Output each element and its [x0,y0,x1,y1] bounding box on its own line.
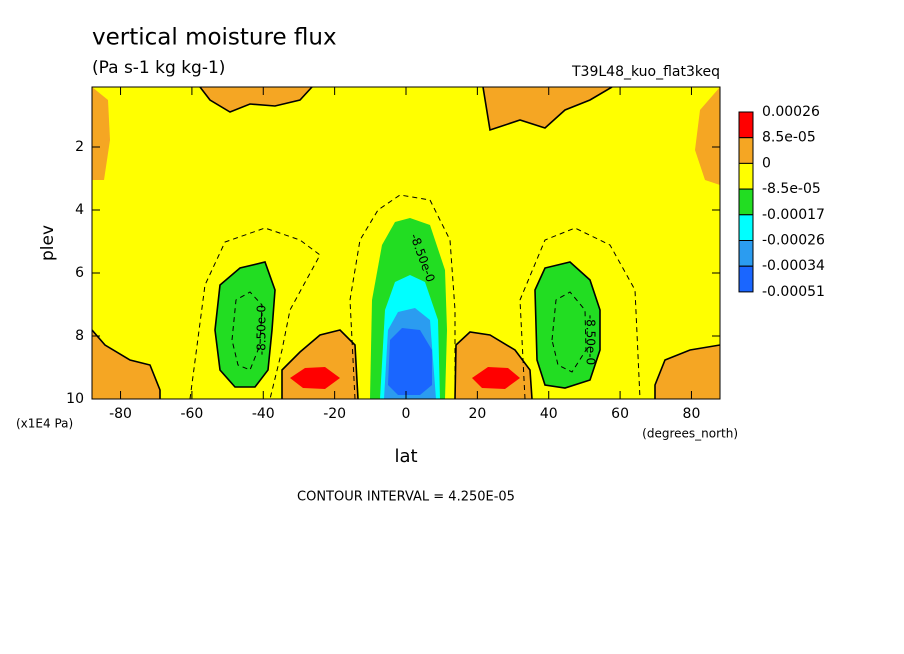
plot-area: -8.50e-0 -8.50e-0 -8.50e-0 [92,87,720,399]
colorbar-box [738,240,754,267]
colorbar-label: 0.00026 [762,104,820,120]
contour-fill [655,345,720,399]
contour-line [551,291,587,373]
contour-line [349,194,456,399]
contour-line [519,227,641,399]
x-tick-label: 80 [683,406,701,422]
colorbar-label: 0 [762,155,771,171]
contour-line [654,344,720,399]
contour-fill [215,262,275,387]
x-tick-label: 60 [611,406,629,422]
contour-line [231,291,263,371]
y-tick-label: 2 [75,139,84,155]
contour-line [92,329,161,399]
y-tick-label: 6 [75,265,84,281]
contour-fill [388,328,432,395]
x-tick-label: -40 [252,406,275,422]
x-axis-label: lat [394,446,417,467]
contour-line [482,87,613,132]
contour-line [189,227,321,399]
x-tick-label: 0 [402,406,411,422]
dataset-label: T39L48_kuo_flat3keq [571,64,720,80]
x-tick-label: 40 [540,406,558,422]
y-tick-label: 8 [75,328,84,344]
contour-line [214,261,276,388]
colorbar-label: -0.00034 [762,258,825,274]
contour-lines [92,87,720,399]
contour-fill [200,87,312,112]
colorbar-label: -0.00026 [762,233,825,249]
colorbar-box [738,111,754,139]
colorbar-box [738,265,754,293]
contour-line [534,261,601,389]
contour-fill [695,87,720,185]
contour-fill [535,262,600,388]
x-tick-label: 20 [468,406,486,422]
x-tick-label: -20 [323,406,346,422]
contour-lines [189,194,641,399]
colorbar-label: -0.00051 [762,284,825,300]
colorbar-box [738,162,754,190]
y-axis-label: plev [38,225,58,261]
contour-fill [472,367,520,389]
contour-fill [92,330,160,399]
y-axis-units: (x1E4 Pa) [16,417,73,431]
chart-title: vertical moisture flux [92,25,337,51]
colorbar-box [738,214,754,242]
x-tick-label: -60 [180,406,203,422]
colorbar-box [738,137,754,164]
x-axis-units: (degrees_north) [642,427,738,441]
colorbar-box [738,188,754,216]
x-tick-label: -80 [109,406,132,422]
contour-label: -8.50e-0 [255,305,269,355]
contour-label: -8.50e-0 [584,315,598,365]
colorbar-label: 8.5e-05 [762,130,816,146]
contour-interval: CONTOUR INTERVAL = 4.250E-05 [297,490,515,505]
contour-fill [290,367,340,389]
colorbar-label: -0.00017 [762,207,825,223]
contour-line [281,329,359,399]
contour-fill [483,87,612,130]
chart-subtitle: (Pa s-1 kg kg-1) [92,58,225,78]
y-tick-label: 10 [66,391,84,407]
colorbar-label: -8.5e-05 [762,181,821,197]
contour-line [199,87,313,113]
contour-line [454,331,533,399]
contour-fill [92,87,110,180]
y-tick-label: 4 [75,202,84,218]
